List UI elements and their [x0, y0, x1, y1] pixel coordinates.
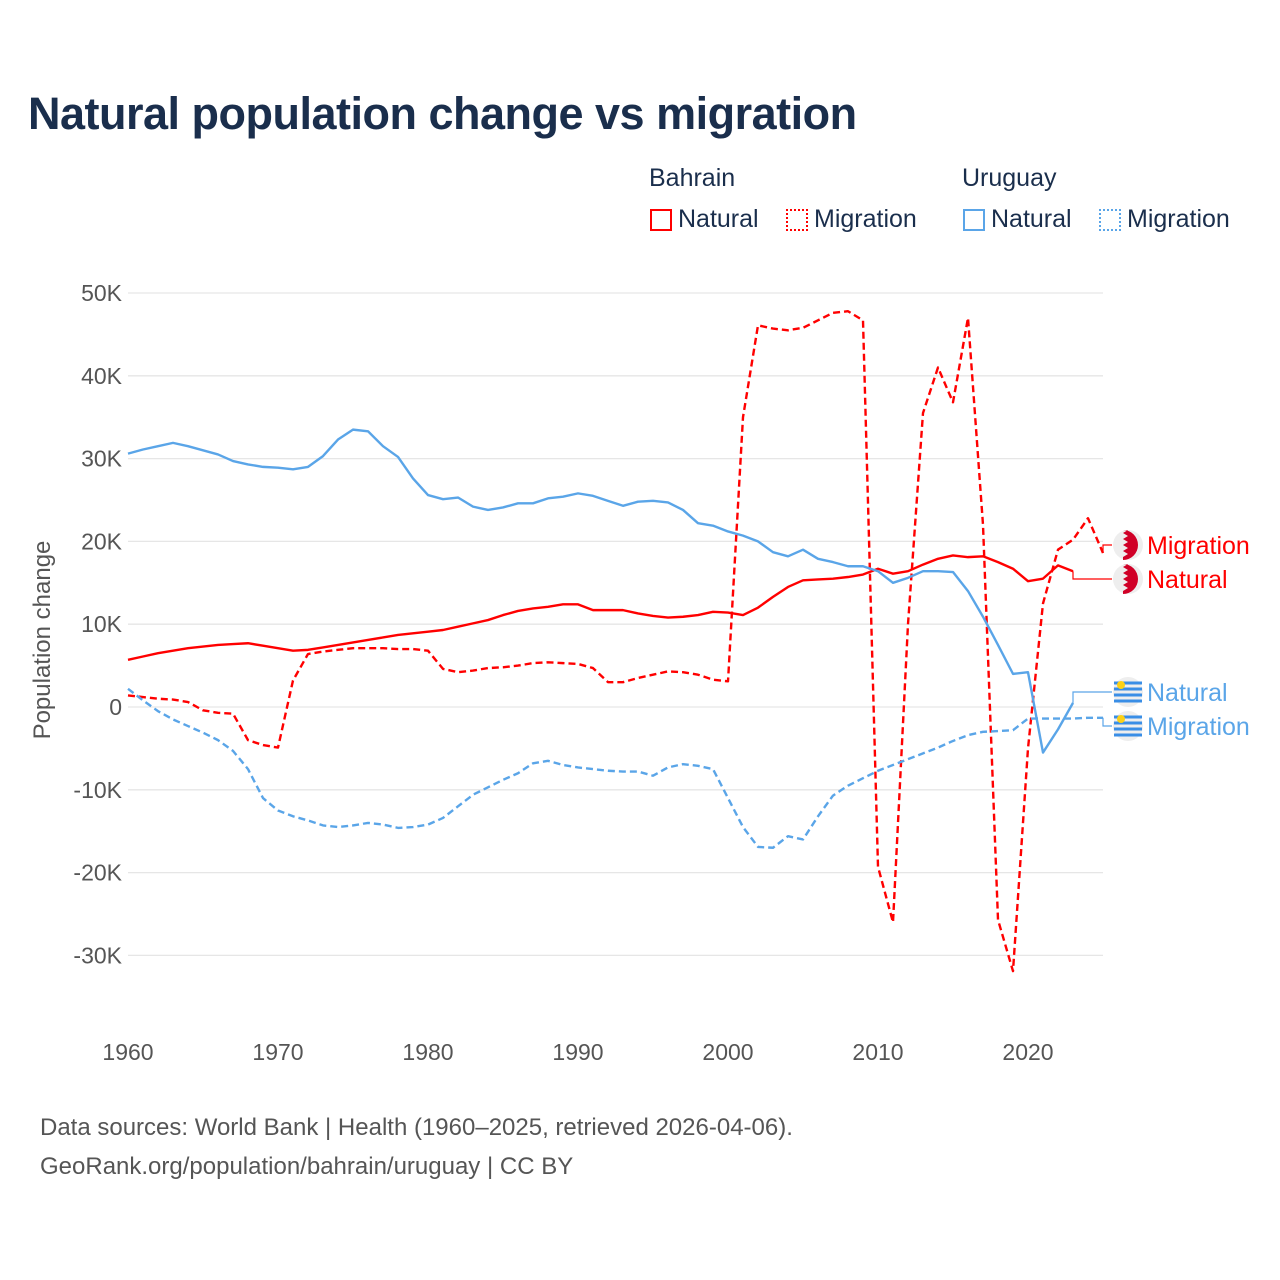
label-connector	[1102, 544, 1112, 553]
series-line-uruguay-natural[interactable]	[127, 428, 1075, 754]
y-tick-label: 10K	[81, 611, 123, 637]
label-connector	[1072, 571, 1112, 580]
y-tick-label: 40K	[81, 363, 123, 389]
series-end-label: Migration	[1147, 532, 1250, 560]
y-tick-label: 30K	[81, 446, 123, 472]
x-tick-label: 2010	[852, 1039, 903, 1065]
legend-label: Natural	[678, 205, 759, 233]
y-tick-label: -10K	[73, 777, 122, 803]
x-tick-label: 2000	[702, 1039, 753, 1065]
x-tick-label: 1970	[252, 1039, 303, 1065]
legend-bahrain-natural[interactable]: Natural	[650, 205, 759, 234]
legend-group-bahrain: Bahrain	[649, 164, 736, 192]
legend-solid-swatch-icon	[963, 208, 985, 231]
legend-dotted-swatch-icon	[786, 208, 808, 231]
x-tick-label: 1980	[402, 1039, 453, 1065]
legend-solid-swatch-icon	[650, 208, 672, 231]
series-line-bahrain-migration[interactable]	[127, 310, 1105, 973]
chart-title: Natural population change vs migration	[28, 88, 857, 139]
x-tick-label: 1960	[102, 1039, 153, 1065]
uruguay-flag-icon	[1113, 711, 1143, 741]
legend-uruguay-migration[interactable]: Migration	[1099, 205, 1230, 234]
y-tick-label: 20K	[81, 528, 123, 554]
y-tick-label: -20K	[73, 860, 122, 886]
y-tick-label: -30K	[73, 942, 122, 968]
x-tick-label: 1990	[552, 1039, 603, 1065]
legend-label: Migration	[1127, 205, 1230, 233]
y-tick-label: 0	[109, 694, 122, 720]
legend-label: Migration	[814, 205, 917, 233]
bahrain-flag-icon	[1113, 564, 1143, 594]
series-end-label: Migration	[1147, 713, 1250, 741]
label-connector	[1102, 717, 1112, 727]
legend-group-uruguay: Uruguay	[962, 164, 1057, 192]
label-connector	[1072, 691, 1112, 703]
legend-bahrain-migration[interactable]: Migration	[786, 205, 917, 234]
legend-label: Natural	[991, 205, 1072, 233]
series-line-bahrain-natural[interactable]	[127, 554, 1074, 661]
y-tick-label: 50K	[81, 280, 123, 306]
legend-dotted-swatch-icon	[1099, 208, 1121, 231]
source-line: Data sources: World Bank | Health (1960–…	[40, 1114, 793, 1141]
legend-uruguay-natural[interactable]: Natural	[963, 205, 1072, 234]
series-end-label: Natural	[1147, 679, 1228, 707]
series-end-label: Natural	[1147, 566, 1228, 594]
x-tick-label: 2020	[1002, 1039, 1053, 1065]
uruguay-flag-icon	[1113, 677, 1143, 707]
bahrain-flag-icon	[1113, 530, 1143, 560]
source-link[interactable]: GeoRank.org/population/bahrain/uruguay |…	[40, 1153, 574, 1180]
source-note: Data sources: World Bank | Health (1960–…	[40, 1108, 793, 1186]
series-line-uruguay-migration[interactable]	[127, 687, 1103, 849]
y-axis-label: Population change	[29, 541, 56, 740]
